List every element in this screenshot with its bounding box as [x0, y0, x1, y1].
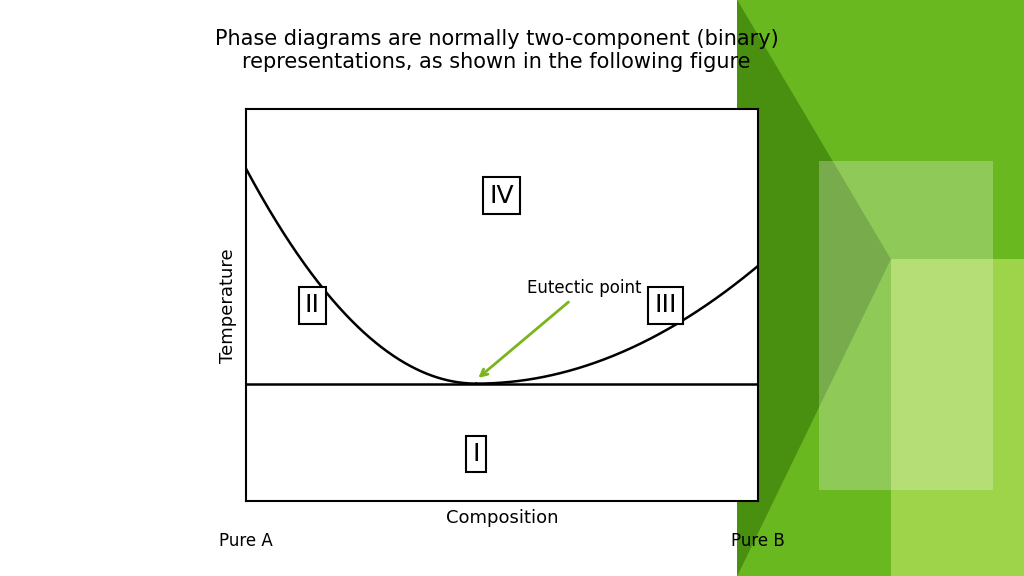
Text: I: I	[472, 442, 480, 466]
Text: IV: IV	[489, 184, 514, 207]
Text: II: II	[305, 293, 319, 317]
Text: Pure A: Pure A	[219, 532, 272, 551]
X-axis label: Composition: Composition	[445, 509, 558, 528]
Y-axis label: Temperature: Temperature	[219, 248, 238, 363]
Text: Phase diagrams are normally two-component (binary)
representations, as shown in : Phase diagrams are normally two-componen…	[215, 29, 778, 72]
Text: Eutectic point: Eutectic point	[480, 279, 642, 376]
Text: Pure B: Pure B	[731, 532, 784, 551]
Text: III: III	[654, 293, 677, 317]
